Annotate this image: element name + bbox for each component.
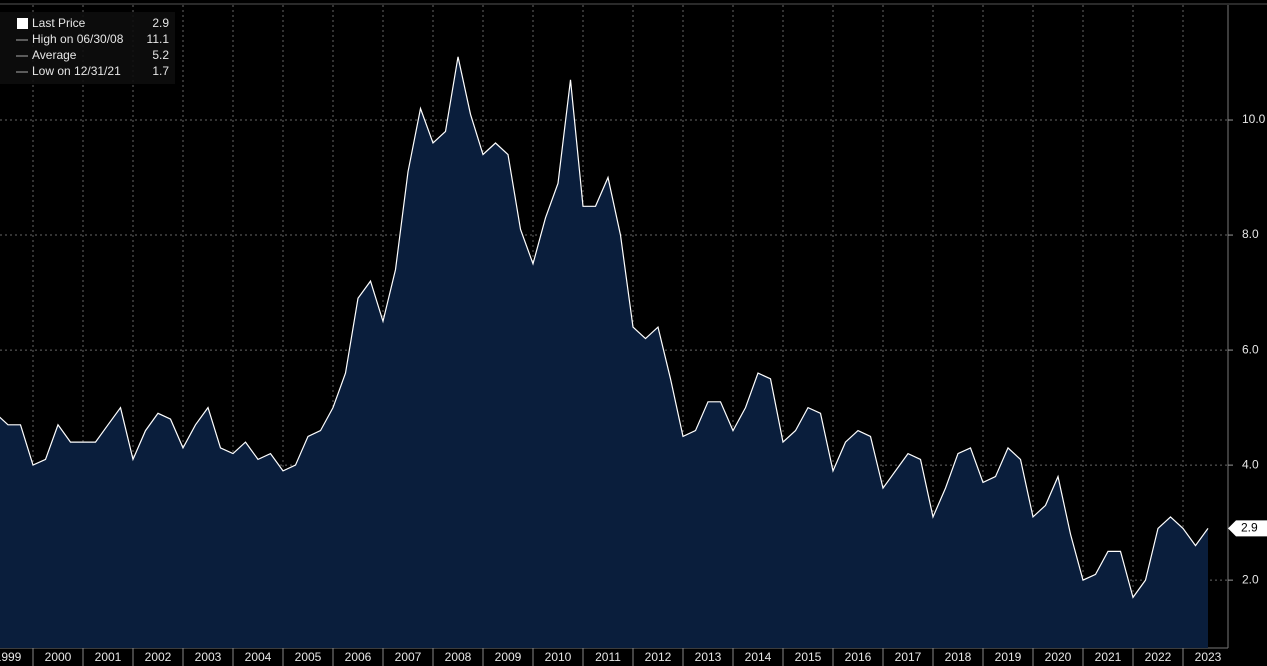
y-tick-label: 6.0: [1242, 342, 1259, 356]
x-tick-label: 2012: [645, 650, 672, 664]
last-price-tag: [1228, 520, 1267, 537]
x-tick-label: 2015: [795, 650, 822, 664]
x-tick-label: 2022: [1145, 650, 1172, 664]
x-tick-label: 2021: [1095, 650, 1122, 664]
legend-value: 1.7: [152, 64, 169, 78]
x-tick-label: 2016: [845, 650, 872, 664]
area: [0, 56, 1208, 648]
y-tick-label: 2.0: [1242, 572, 1259, 586]
legend-box: [0, 12, 175, 84]
x-tick-label: 2017: [895, 650, 922, 664]
legend-label: Last Price: [32, 16, 86, 30]
y-tick-label: 8.0: [1242, 227, 1259, 241]
x-tick-label: 2002: [145, 650, 172, 664]
x-tick-label: 2023: [1195, 650, 1222, 664]
x-tick-label: 2014: [745, 650, 772, 664]
legend-label: Low on 12/31/21: [32, 64, 121, 78]
x-tick-label: 2001: [95, 650, 122, 664]
line: [0, 56, 1209, 599]
x-tick-label: 2005: [295, 650, 322, 664]
x-tick-label: 2011: [595, 650, 621, 664]
x-tick-label: 2007: [395, 650, 422, 664]
x-tick-label: 2009: [495, 650, 522, 664]
legend-label: High on 06/30/08: [32, 32, 124, 46]
last-price-label: 2.9: [1241, 521, 1258, 535]
x-tick-label: 2013: [695, 650, 722, 664]
y-tick-label: 4.0: [1242, 457, 1259, 471]
x-tick-label: 2020: [1045, 650, 1072, 664]
x-tick-label: 1999: [0, 650, 22, 664]
x-tick-label: 2008: [445, 650, 472, 664]
x-tick-label: 2004: [245, 650, 272, 664]
x-tick-label: 2019: [995, 650, 1022, 664]
x-tick-label: 2003: [195, 650, 222, 664]
x-tick-label: 2018: [945, 650, 972, 664]
legend-label: Average: [32, 48, 77, 62]
x-tick-label: 2000: [45, 650, 72, 664]
x-tick-label: 2006: [345, 650, 372, 664]
x-tick-label: 2010: [545, 650, 572, 664]
legend-value: 2.9: [152, 16, 169, 30]
legend-value: 5.2: [152, 48, 169, 62]
legend-swatch: [17, 18, 28, 29]
legend-value: 11.1: [147, 32, 170, 46]
y-tick-label: 10.0: [1242, 112, 1266, 126]
